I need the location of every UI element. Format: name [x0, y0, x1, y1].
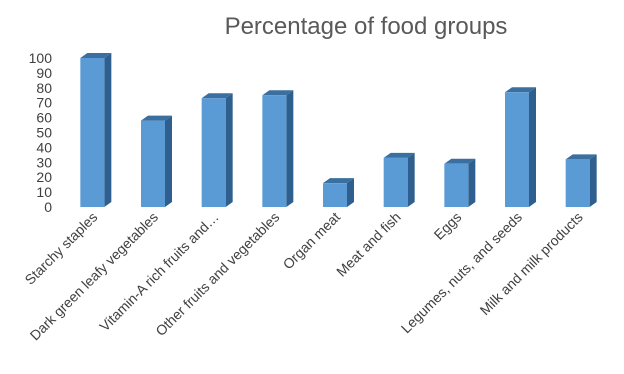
y-tick-label: 40	[36, 139, 52, 155]
x-tick-label: Other fruits and vegetables	[152, 209, 282, 339]
y-tick-label: 30	[36, 154, 52, 170]
bar	[565, 154, 597, 207]
bar-top-face	[141, 115, 172, 121]
x-tick-label: Legumes, nuts, and seeds	[398, 209, 525, 336]
bar-top-face	[383, 152, 415, 158]
bar-top-face	[444, 158, 476, 164]
bar-side-face	[468, 158, 476, 207]
chart-title: Percentage of food groups	[225, 13, 508, 40]
bar	[505, 87, 536, 207]
y-tick-label: 0	[44, 199, 52, 215]
bar-side-face	[407, 152, 415, 207]
bar-side-face	[225, 93, 233, 207]
y-tick-label: 100	[29, 50, 53, 66]
x-tick-label: Dark green leafy vegetables	[27, 209, 162, 344]
y-tick-label: 50	[36, 125, 52, 141]
x-tick-label: Vitamin-A rich fruits and…	[96, 209, 222, 335]
x-tick-label: Eggs	[431, 209, 465, 243]
bar-top-face	[565, 154, 597, 160]
bar-front-face	[565, 159, 590, 207]
bar	[201, 93, 233, 207]
bar-side-face	[104, 53, 112, 207]
y-tick-label: 90	[36, 65, 52, 81]
bar-series	[80, 53, 597, 207]
bar-front-face	[505, 92, 529, 207]
bar-top-face	[323, 178, 354, 184]
bar-top-face	[262, 90, 294, 96]
bar-top-face	[201, 93, 233, 99]
bar-top-face	[505, 87, 536, 93]
y-tick-label: 60	[36, 110, 52, 126]
x-tick-label: Milk and milk products	[477, 209, 586, 318]
bar-front-face	[323, 183, 347, 207]
bar-side-face	[286, 90, 294, 207]
x-tick-label: Meat and fish	[333, 209, 404, 280]
bar-front-face	[201, 98, 226, 207]
bar	[323, 178, 354, 207]
y-tick-label: 20	[36, 169, 52, 185]
bar	[383, 152, 415, 207]
bar	[444, 158, 476, 207]
bar-side-face	[589, 154, 597, 207]
bar-front-face	[141, 120, 165, 207]
x-tick-label: Organ meat	[280, 209, 344, 273]
bar-side-face	[165, 115, 172, 207]
bar	[80, 53, 112, 207]
bar-side-face	[529, 87, 536, 207]
bar-front-face	[383, 157, 408, 207]
y-tick-label: 10	[36, 184, 52, 200]
bar	[262, 90, 294, 207]
bar-front-face	[262, 95, 287, 207]
bar-side-face	[347, 178, 354, 207]
bar-front-face	[80, 58, 105, 207]
y-tick-label: 80	[36, 80, 52, 96]
bar	[141, 115, 172, 207]
bar-front-face	[444, 163, 469, 207]
bar-top-face	[80, 53, 112, 58]
y-tick-label: 70	[36, 95, 52, 111]
